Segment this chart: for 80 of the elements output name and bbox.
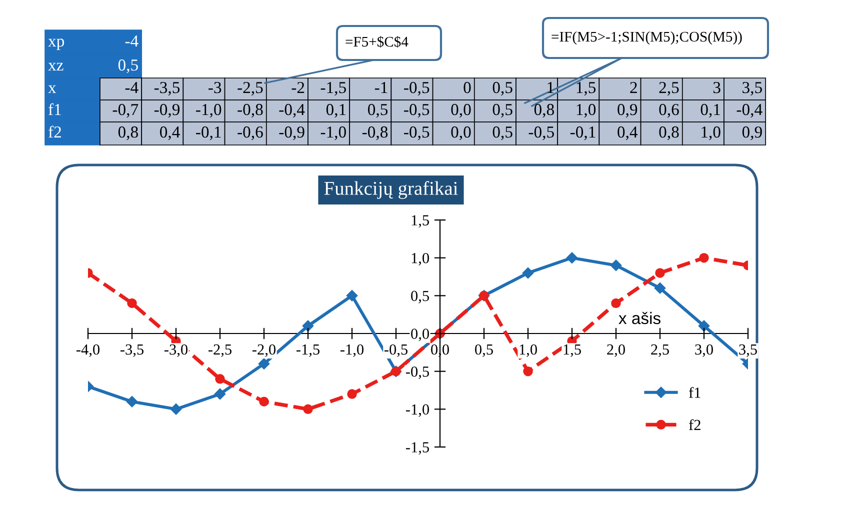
y-tick-label: -1,5 [406,442,429,455]
x-tick-label: 2,5 [651,344,669,357]
y-tick-label: -1,0 [406,404,429,417]
text: -0,9 [279,126,304,140]
text: -3,5 [154,82,180,96]
text: -1,0 [320,126,346,140]
text: -4 [125,36,138,47]
text: -0,1 [196,126,221,140]
x-tick-label: -2,0 [252,344,276,357]
text: -1,0 [196,104,222,118]
text: 2 [630,82,637,94]
text: 0,6 [659,104,679,118]
legend-label: f2 [688,419,700,430]
x-tick-label: -3,0 [164,344,188,357]
text: 0,1 [326,104,346,118]
text: 1,0 [702,126,720,140]
x-tick-label: 2,0 [607,344,625,357]
y-tick-label: -0,5 [406,366,429,379]
text: xz [48,62,64,71]
x-axis-title: x ašis [618,312,660,324]
text: 0,0 [451,104,471,118]
text: -0,9 [154,104,180,118]
x-tick-label: -3,5 [120,344,144,357]
text: 3,5 [742,82,762,96]
text: 0,8 [659,126,679,140]
text: 0,5 [368,104,388,118]
x-tick-label: -2,5 [208,344,232,357]
text: -0,1 [570,126,596,140]
text: -4 [125,82,138,94]
x-tick-label: 1,0 [520,344,537,357]
y-tick-label: 1,5 [412,215,429,228]
text: x [48,85,56,94]
text: 1,0 [576,104,596,118]
text: =F5+$C$4 [346,36,408,48]
chart-title: Funkcijų grafikai [324,181,458,199]
x-tick-label: 1,5 [564,344,581,357]
x-tick-label: 3,5 [739,344,757,357]
text: 0,9 [742,126,762,140]
x-tick-label: 0,5 [475,344,493,357]
text: -2,5 [238,82,263,96]
legend-label: f1 [688,386,700,398]
text: 0,0 [451,126,471,140]
text: 0,4 [618,126,638,140]
text: f1 [48,103,61,116]
text: 0,5 [118,59,138,74]
x-tick-label: -1,5 [296,344,320,357]
text: 2,5 [659,82,679,96]
text: =IF(M5>-1;SIN(M5);COS(M5)) [552,31,742,45]
text: 1,5 [576,82,596,96]
y-tick-label: 0,0 [411,328,429,342]
text: 0,1 [700,104,720,118]
text: -0,6 [238,126,263,140]
text: 0,5 [492,104,512,118]
text: 0,4 [160,126,180,140]
text: 0,9 [618,104,638,118]
text: -0,8 [362,126,388,140]
text: 0,5 [492,126,512,140]
text: 0,8 [534,104,554,118]
text: -0,4 [736,104,762,118]
text: f2 [48,126,61,138]
text: xp [48,38,64,50]
text: 0,8 [118,126,138,140]
text: -2 [292,82,304,94]
text: -0,5 [528,126,554,140]
text: 0,5 [492,82,512,96]
text: -0,8 [238,104,263,118]
x-tick-label: 3,0 [695,344,713,357]
text: 3 [713,82,720,94]
text: -0,4 [279,104,305,118]
text: -0,7 [112,104,138,118]
text: -3 [208,82,222,94]
y-tick-label: 0,5 [411,290,429,304]
y-tick-label: 1,0 [412,252,429,266]
text: 0 [464,82,471,94]
x-tick-label: -4,0 [76,344,100,357]
x-tick-label: -0,5 [384,344,408,357]
text: -1,5 [320,82,346,96]
x-tick-label: -1,0 [340,344,364,357]
text: -1 [374,82,388,94]
text: 1 [548,82,554,94]
